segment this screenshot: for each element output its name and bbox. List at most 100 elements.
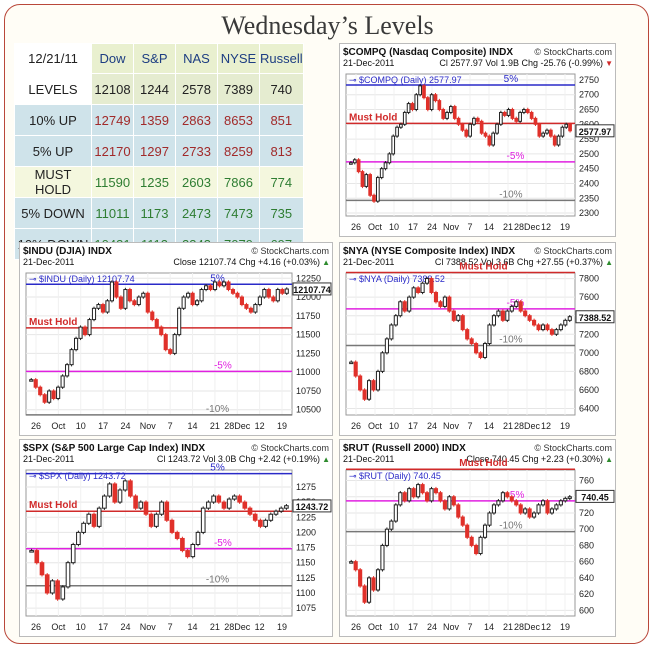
level-label: -10% bbox=[206, 404, 229, 415]
level-label: Must Hold bbox=[459, 458, 507, 469]
candle bbox=[226, 498, 232, 509]
x-tick-label: 26 bbox=[31, 421, 41, 431]
x-tick-label: Nov bbox=[443, 421, 460, 431]
candle bbox=[398, 492, 403, 506]
candle bbox=[29, 550, 34, 553]
candle bbox=[468, 123, 472, 137]
candle bbox=[50, 580, 55, 594]
candle bbox=[540, 500, 546, 506]
candle bbox=[456, 315, 461, 321]
candle bbox=[474, 343, 479, 354]
candle bbox=[433, 488, 439, 494]
candle bbox=[352, 159, 357, 164]
candle bbox=[383, 162, 388, 170]
candle bbox=[533, 117, 538, 125]
candle bbox=[568, 123, 572, 132]
level-label: -10% bbox=[499, 521, 522, 532]
chart-date: 21-Dec-2011 bbox=[343, 454, 394, 464]
x-tick-label: 10 bbox=[76, 421, 86, 431]
candle bbox=[128, 480, 133, 497]
candle bbox=[451, 496, 456, 506]
candle bbox=[380, 352, 385, 372]
candle bbox=[375, 569, 381, 591]
x-tick-label: 17 bbox=[408, 222, 418, 232]
y-tick-label: 680 bbox=[579, 540, 594, 550]
change-arrow-icon: ▲ bbox=[322, 455, 330, 464]
x-tick-label: 21 bbox=[503, 222, 513, 232]
x-tick-label: 28Dec bbox=[514, 222, 541, 232]
candle bbox=[541, 132, 546, 137]
candle bbox=[87, 319, 92, 336]
candle bbox=[465, 329, 470, 340]
y-tick-label: 7200 bbox=[579, 329, 599, 339]
candle bbox=[532, 319, 537, 326]
chart-info: Cl 7388.52 Vol 3.6B Chg +27.55 (+0.37%) bbox=[435, 257, 603, 267]
x-tick-label: 14 bbox=[484, 622, 494, 632]
x-tick-label: Oct bbox=[368, 622, 383, 632]
y-tick-label: 2700 bbox=[579, 90, 599, 100]
y-tick-label: 600 bbox=[579, 605, 594, 615]
candle bbox=[475, 117, 480, 122]
row-label: LEVELS bbox=[14, 73, 92, 105]
y-tick-label: 12250 bbox=[296, 273, 321, 283]
candle bbox=[410, 103, 415, 110]
candle bbox=[491, 504, 497, 514]
x-tick-label: 7 bbox=[168, 622, 173, 632]
candle bbox=[429, 488, 434, 502]
level-label: Must Hold bbox=[29, 500, 77, 511]
x-tick-label: 26 bbox=[31, 622, 41, 632]
candle bbox=[204, 285, 209, 291]
candle bbox=[244, 304, 249, 309]
y-tick-label: 10750 bbox=[296, 386, 321, 396]
x-tick-label: 26 bbox=[351, 622, 361, 632]
candle bbox=[496, 310, 501, 317]
x-tick-label: Oct bbox=[368, 222, 383, 232]
candle bbox=[375, 177, 380, 202]
candle bbox=[86, 513, 92, 524]
candle bbox=[138, 501, 144, 509]
x-tick-label: 12 bbox=[541, 421, 551, 431]
x-tick-label: 14 bbox=[188, 421, 198, 431]
candle bbox=[487, 324, 492, 345]
candle bbox=[395, 126, 399, 137]
y-tick-label: 7800 bbox=[579, 274, 599, 284]
candle bbox=[258, 519, 263, 527]
chart-svg: $SPX (S&P 500 Large Cap Index) INDX © Sto… bbox=[23, 443, 332, 632]
candle bbox=[148, 513, 154, 527]
x-tick-label: 7 bbox=[467, 622, 472, 632]
candle bbox=[118, 296, 123, 309]
candle bbox=[51, 390, 56, 399]
table-row: LEVELS 12108 1244 2578 7389 740 bbox=[14, 73, 304, 105]
candle bbox=[447, 296, 452, 312]
candle bbox=[500, 310, 505, 321]
candle bbox=[460, 315, 465, 331]
candle bbox=[469, 536, 474, 546]
candle bbox=[100, 304, 106, 313]
candle bbox=[420, 484, 425, 494]
chart-title: $COMPQ (Nasdaq Composite) INDX bbox=[343, 47, 513, 58]
candle bbox=[445, 111, 449, 119]
candle bbox=[469, 338, 474, 345]
candle bbox=[206, 501, 211, 509]
candle bbox=[518, 301, 523, 312]
x-tick-label: 19 bbox=[277, 622, 287, 632]
x-tick-label: 12 bbox=[541, 622, 551, 632]
candle bbox=[536, 504, 541, 514]
x-tick-label: 7 bbox=[168, 421, 173, 431]
x-tick-label: 7 bbox=[467, 421, 472, 431]
y-tick-label: 1075 bbox=[296, 603, 316, 613]
candle bbox=[460, 123, 465, 131]
chart-svg: $RUT (Russell 2000) INDX © StockCharts.co… bbox=[343, 443, 615, 632]
candle bbox=[393, 504, 398, 522]
candle bbox=[353, 561, 358, 571]
candle bbox=[402, 301, 407, 312]
candle bbox=[190, 544, 196, 558]
candle bbox=[159, 501, 164, 515]
candle bbox=[482, 343, 488, 358]
chart-info: Cl 1243.72 Vol 3.0B Chg +2.42 (+0.19%) bbox=[157, 454, 320, 464]
candle bbox=[123, 289, 128, 309]
candle bbox=[416, 287, 421, 293]
candle bbox=[495, 123, 499, 134]
table-cell: 11590 bbox=[91, 166, 134, 198]
candle bbox=[379, 168, 384, 179]
